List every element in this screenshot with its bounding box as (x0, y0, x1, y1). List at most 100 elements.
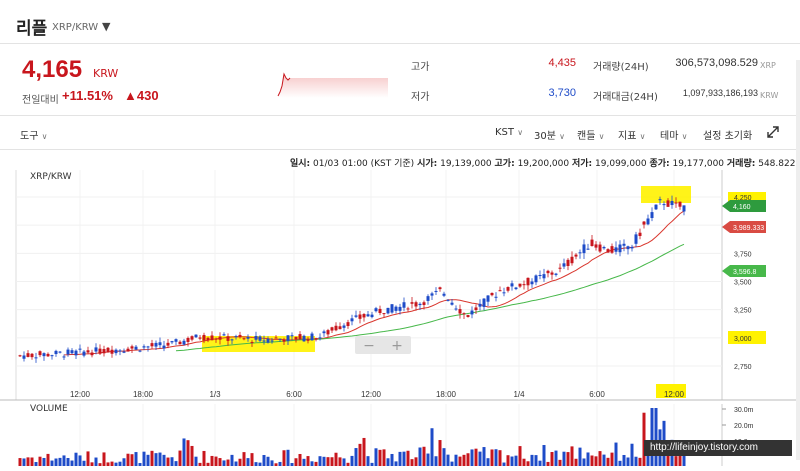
volume-bar (278, 461, 282, 466)
volume-bar (138, 463, 142, 466)
candle-body (642, 221, 646, 225)
y-tick-label: 3,000 (734, 336, 752, 343)
candle (78, 344, 82, 353)
expand-icon[interactable] (766, 125, 780, 139)
ma-short-line (63, 210, 685, 356)
volume-bar (178, 450, 182, 466)
candle-body (574, 254, 578, 257)
candle-body (402, 302, 406, 308)
candle (682, 205, 686, 216)
volume-bar (546, 461, 550, 466)
candlestick-chart[interactable]: 4,250 3,750 3,500 3,250 3,000 2,750 12:00 18:00… (0, 150, 796, 471)
candle (238, 331, 242, 339)
coin-name: 리플 (16, 19, 48, 39)
page-scrollbar[interactable] (796, 60, 800, 460)
volume-bar (494, 449, 498, 466)
candle-body (602, 247, 606, 249)
candle (282, 337, 286, 345)
candle-body (118, 350, 122, 352)
candle (578, 249, 582, 259)
volume-bar (474, 448, 478, 466)
candle-body (138, 350, 142, 352)
volume-bar (466, 453, 470, 466)
amount-24h-unit: KRW (760, 91, 779, 100)
candle-body (386, 307, 390, 314)
candle-body (510, 283, 514, 287)
volume-bar (18, 458, 22, 466)
x-tick-label: 18:00 (436, 390, 457, 399)
candle-body (182, 340, 186, 345)
candle (510, 280, 514, 291)
candle (426, 294, 430, 305)
candle (318, 333, 322, 341)
volume-bar (318, 456, 322, 466)
candle-body (374, 308, 378, 312)
candle (94, 343, 98, 355)
x-tick-label: 18:00 (133, 390, 154, 399)
candle (278, 338, 282, 342)
zoom-out-button[interactable]: − (363, 338, 375, 354)
volume-bar (514, 455, 518, 466)
watermark: http://lifeinjoy.tistory.com (644, 440, 792, 456)
volume-bar (354, 448, 358, 466)
zoom-in-button[interactable]: + (391, 338, 403, 354)
volume-bar (26, 457, 30, 466)
volume-bar (254, 462, 258, 466)
timezone-menu[interactable]: KST ∨ (495, 127, 524, 138)
volume-bar (590, 455, 594, 466)
indicator-menu[interactable]: 지표 ∨ (618, 131, 646, 142)
candle (446, 298, 450, 302)
candle (342, 323, 346, 332)
candle (522, 280, 526, 290)
volume-bar (70, 460, 74, 466)
candle (642, 221, 646, 229)
volume-bar (86, 451, 90, 466)
candle-body (258, 336, 262, 341)
candle (290, 332, 294, 341)
x-tick-label: 6:00 (589, 390, 605, 399)
pair-dropdown-icon[interactable]: ▼ (102, 20, 111, 33)
candle-body (86, 350, 90, 353)
candle (210, 331, 214, 341)
candle-body (58, 351, 62, 353)
volume-bar (390, 453, 394, 466)
candle-body (294, 336, 298, 340)
candle-menu[interactable]: 캔들 ∨ (577, 131, 605, 142)
candle-body (446, 299, 450, 301)
candle (594, 241, 598, 251)
candle (110, 345, 114, 358)
candle-body (434, 290, 438, 292)
candle (670, 195, 674, 209)
chart-pair-label: XRP/KRW (30, 172, 72, 182)
candle (490, 292, 494, 297)
candle (502, 287, 506, 297)
candle-body (382, 313, 386, 315)
candle (470, 306, 474, 319)
candle (74, 349, 78, 360)
candle-body (618, 244, 622, 253)
candle (54, 349, 58, 357)
volume-bar (54, 458, 58, 466)
chevron-down-icon: ∨ (681, 132, 688, 141)
candle (226, 333, 230, 346)
volume-bar (598, 451, 602, 466)
candle (258, 335, 262, 342)
candle-body (578, 252, 582, 254)
high-value: 4,435 (548, 57, 576, 69)
volume-bar (234, 461, 238, 466)
reset-settings-button[interactable]: 설정 초기화 (703, 131, 753, 142)
volume-bar (450, 461, 454, 466)
volume-bar (186, 440, 190, 466)
candle-body (358, 314, 362, 319)
volume-bar (150, 450, 154, 466)
mini-sparkline (277, 72, 388, 98)
candle-body (238, 334, 242, 337)
candle-body (302, 335, 306, 342)
volume-bar (374, 448, 378, 466)
candle-body (314, 338, 318, 340)
interval-menu[interactable]: 30분 ∨ (534, 131, 565, 142)
low-value: 3,730 (548, 87, 576, 99)
coin-pair[interactable]: XRP/KRW (52, 22, 99, 33)
tools-menu[interactable]: 도구 ∨ (20, 131, 48, 142)
theme-menu[interactable]: 테마 ∨ (660, 131, 688, 142)
